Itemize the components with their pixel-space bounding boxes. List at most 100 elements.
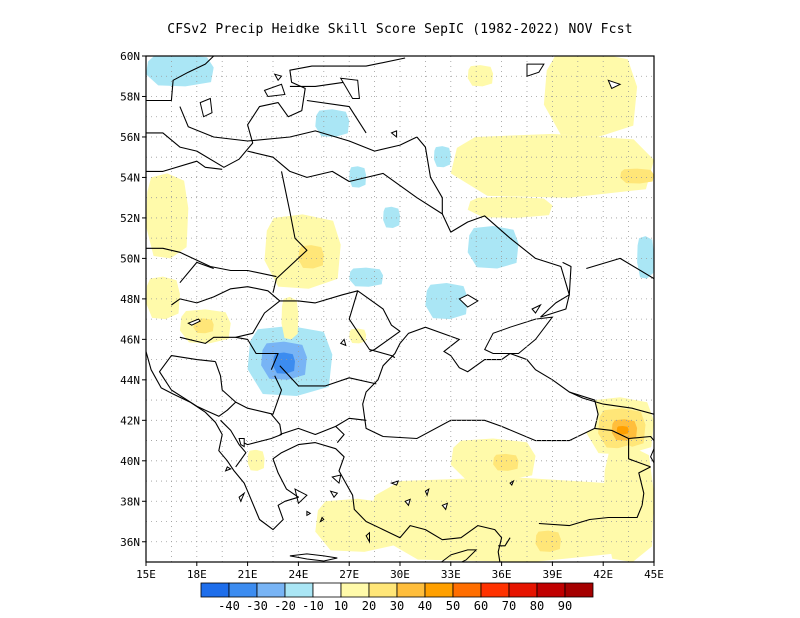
lat-lon-gridlines [146, 56, 654, 562]
colorbar-label: 80 [530, 599, 544, 613]
lake-0 [485, 26, 514, 46]
lake-12 [389, 480, 400, 486]
shade-patch-13 [425, 283, 468, 320]
colorbar-swatch-7 [396, 582, 426, 598]
shade-patch-0 [146, 56, 214, 87]
lon-tick-label: 39E [542, 568, 562, 581]
colorbar-swatch-11 [508, 582, 538, 598]
shade-patch-9 [298, 245, 324, 269]
shade-patch-2 [146, 276, 180, 320]
lon-tick-label: 30E [390, 568, 410, 581]
colorbar-swatch-1 [228, 582, 258, 598]
coastline-0 [146, 57, 406, 168]
colorbar-label: -30 [246, 599, 268, 613]
shade-patch-29 [366, 477, 654, 562]
colorbar-swatch-8 [424, 582, 454, 598]
colorbar-label: -40 [218, 599, 240, 613]
border-1 [247, 150, 570, 318]
island-5 [365, 531, 370, 544]
shade-patch-22 [543, 56, 638, 137]
shade-patch-17 [433, 146, 451, 168]
shade-patch-18 [637, 236, 654, 279]
coastline-2 [146, 160, 223, 172]
shade-patch-36 [400, 520, 417, 542]
colorbar [200, 582, 594, 598]
border-13 [158, 355, 216, 411]
border-11 [235, 336, 279, 370]
shade-patch-19 [450, 133, 654, 198]
colorbar-swatch-12 [536, 582, 566, 598]
shade-patch-1 [146, 173, 189, 259]
shade-patch-15 [383, 206, 400, 228]
sea-of-azov [484, 316, 554, 354]
border-25 [540, 261, 572, 318]
colorbar-label: -10 [302, 599, 324, 613]
lake-5 [654, 54, 663, 60]
border-7 [171, 286, 281, 344]
lon-tick-label: 42E [593, 568, 613, 581]
colorbar-label: 40 [418, 599, 432, 613]
shade-patch-16 [349, 166, 367, 188]
shade-patch-31 [493, 453, 519, 471]
shade-patch-12 [349, 267, 384, 287]
lat-tick-label: 36N [120, 536, 140, 549]
colorbar-swatch-10 [480, 582, 510, 598]
longitude-tick-labels: 15E 18E 21E 24E 27E 30E 33E 36E 39E 42E 45E [136, 562, 664, 581]
shade-patch-14 [467, 226, 519, 269]
colorbar-label: 90 [558, 599, 572, 613]
lat-tick-label: 60N [120, 50, 140, 63]
lat-tick-label: 40N [120, 455, 140, 468]
border-22 [538, 505, 643, 527]
colorbar-label: 20 [362, 599, 376, 613]
lon-tick-label: 45E [644, 568, 664, 581]
lake-11 [238, 438, 245, 448]
latitude-tick-labels: 36N 38N 40N 42N 44N 46N 48N 50N 52N 54N 56N 58N 60N [120, 50, 146, 549]
shade-patch-27 [616, 426, 629, 435]
island-10 [224, 466, 232, 472]
lat-tick-label: 48N [120, 293, 140, 306]
seas [362, 316, 599, 442]
lon-tick-label: 27E [339, 568, 359, 581]
border-0 [179, 106, 418, 152]
island-4 [273, 73, 283, 82]
lake-4 [607, 79, 622, 90]
island-2 [199, 97, 213, 118]
colorbar-label: 60 [474, 599, 488, 613]
lake-1 [339, 77, 360, 99]
shade-patch-20 [467, 196, 553, 218]
lake-2 [526, 63, 545, 77]
border-2 [306, 99, 367, 134]
colorbar-swatch-0 [200, 582, 230, 598]
black-sea [362, 326, 599, 442]
lon-tick-label: 33E [441, 568, 461, 581]
lat-tick-label: 56N [120, 131, 140, 144]
border-27 [586, 257, 654, 280]
lake-9 [650, 448, 654, 464]
lat-tick-label: 52N [120, 212, 140, 225]
border-9 [348, 290, 396, 359]
lat-tick-label: 50N [120, 252, 140, 265]
shade-patch-7 [273, 352, 295, 374]
border-15 [220, 419, 247, 468]
colorbar-swatch-13 [564, 582, 594, 598]
shade-patch-23 [467, 65, 494, 87]
island-6 [294, 488, 308, 505]
colorbar-swatch-5 [340, 582, 370, 598]
border-21 [628, 438, 651, 468]
island-1 [440, 549, 478, 562]
shade-patch-30 [450, 438, 536, 481]
border-12 [214, 361, 283, 415]
map-title: CFSv2 Precip Heidke Skill Score SepIC (1… [167, 22, 633, 37]
lat-tick-label: 42N [120, 414, 140, 427]
island-8 [329, 490, 339, 499]
coastline-3 [146, 351, 503, 562]
island-11 [319, 516, 325, 523]
border-17 [279, 425, 345, 443]
shade-patch-32 [315, 498, 400, 552]
island-7 [331, 474, 342, 485]
colorbar-swatch-6 [368, 582, 398, 598]
border-16 [238, 413, 283, 446]
lon-tick-label: 18E [187, 568, 207, 581]
lake-13 [404, 498, 411, 507]
